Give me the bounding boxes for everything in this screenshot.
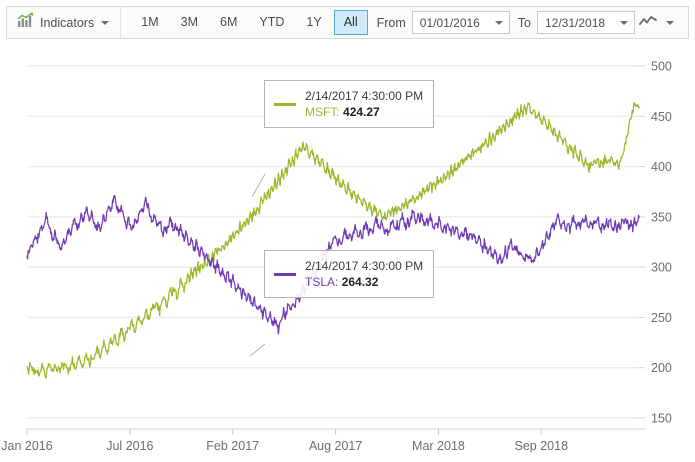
tooltip-series-line: TSLA: 264.32 [305, 275, 378, 289]
svg-text:Mar 2018: Mar 2018 [412, 439, 465, 453]
to-label: To [517, 15, 531, 30]
from-date-value: 01/01/2016 [419, 15, 480, 30]
tooltip-timestamp: 2/14/2017 4:30:00 PM [305, 259, 424, 273]
tooltip-connectors [249, 173, 266, 357]
indicators-button[interactable]: Indicators [13, 10, 118, 35]
chevron-down-icon[interactable] [494, 20, 503, 25]
tooltip-text: 2/14/2017 4:30:00 PM MSFT: 424.27 [305, 88, 423, 120]
svg-text:Sep 2018: Sep 2018 [515, 439, 569, 453]
range-button-all[interactable]: All [333, 10, 368, 35]
svg-text:400: 400 [651, 160, 672, 174]
from-label: From [376, 15, 406, 30]
series-color-swatch [274, 272, 296, 276]
chevron-down-icon [101, 20, 110, 25]
range-button-1y[interactable]: 1Y [296, 10, 331, 35]
tooltip-tsla: 2/14/2017 4:30:00 PM TSLA: 264.32 [264, 250, 435, 298]
series-lines [26, 101, 640, 379]
bar-chart-trend-icon [17, 12, 34, 33]
tooltip-timestamp: 2/14/2017 4:30:00 PM [305, 89, 424, 103]
svg-text:Jan 2016: Jan 2016 [1, 439, 52, 453]
series-color-swatch [274, 102, 296, 106]
range-button-6m[interactable]: 6M [210, 10, 247, 35]
tooltip-msft: 2/14/2017 4:30:00 PM MSFT: 424.27 [264, 80, 435, 128]
range-button-ytd[interactable]: YTD [249, 10, 294, 35]
svg-text:450: 450 [651, 110, 672, 124]
svg-text:350: 350 [651, 210, 672, 224]
line-chart-icon [639, 14, 657, 32]
chart-type-button[interactable] [635, 10, 680, 35]
range-button-group: 1M 3M 6M YTD 1Y All [130, 10, 368, 35]
y-axis-labels: 150 200 250 300 350 400 450 500 [651, 60, 672, 426]
range-button-3m[interactable]: 3M [171, 10, 208, 35]
chart-toolbar: Indicators 1M 3M 6M YTD 1Y All From 01/0… [6, 6, 689, 39]
range-button-1m[interactable]: 1M [131, 10, 168, 35]
svg-text:300: 300 [651, 261, 672, 275]
x-axis: Jan 2016 Jul 2016 Feb 2017 Aug 2017 Mar 2018… [1, 428, 645, 453]
chevron-down-icon[interactable] [666, 20, 674, 25]
tooltip-text: 2/14/2017 4:30:00 PM TSLA: 264.32 [305, 258, 423, 290]
from-date-block: From 01/01/2016 [377, 11, 510, 34]
svg-text:200: 200 [651, 361, 672, 375]
tooltip-series-line: MSFT: 424.27 [305, 105, 380, 119]
tooltip-series-name: TSLA: [305, 275, 339, 289]
tooltip-series-value: 264.32 [341, 275, 379, 289]
svg-text:250: 250 [651, 311, 672, 325]
tooltip-series-name: MSFT: [305, 105, 340, 119]
svg-text:Feb 2017: Feb 2017 [206, 439, 259, 453]
to-date-value: 12/31/2018 [545, 15, 606, 30]
svg-text:150: 150 [651, 412, 672, 426]
svg-text:500: 500 [651, 60, 672, 74]
to-date-input[interactable]: 12/31/2018 [537, 11, 635, 34]
from-date-input[interactable]: 01/01/2016 [411, 11, 510, 34]
svg-text:Aug 2017: Aug 2017 [309, 439, 363, 453]
svg-text:Jul 2016: Jul 2016 [106, 439, 153, 453]
tooltip-series-value: 424.27 [343, 105, 380, 119]
chevron-down-icon[interactable] [620, 20, 628, 25]
indicators-label: Indicators [40, 15, 95, 30]
to-date-block: To 12/31/2018 [518, 11, 635, 34]
